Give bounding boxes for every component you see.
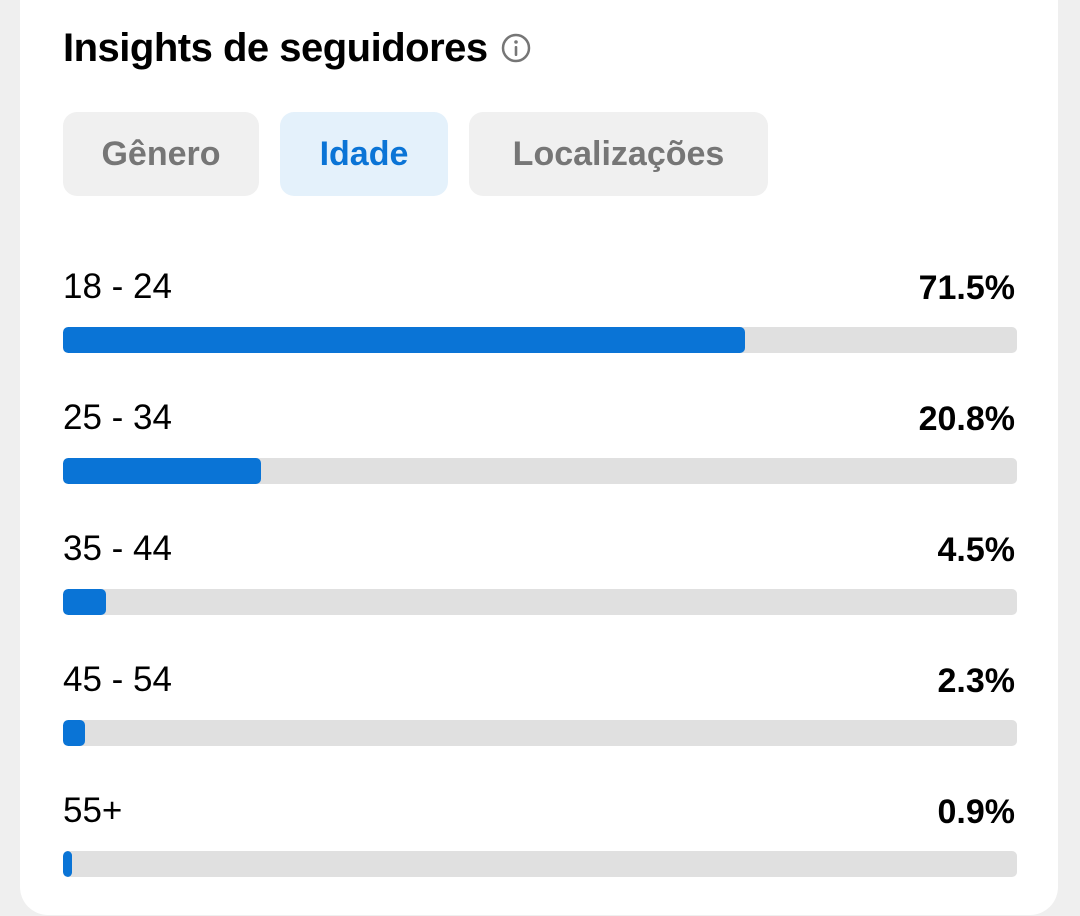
- insights-tabs: Gênero Idade Localizações: [63, 112, 768, 196]
- age-percentage: 2.3%: [937, 662, 1016, 700]
- progress-fill: [63, 851, 72, 877]
- age-row: 25 - 34 20.8%: [63, 386, 1017, 517]
- progress-fill: [63, 458, 262, 484]
- progress-track: [63, 327, 1017, 353]
- age-row: 55+ 0.9%: [63, 779, 1017, 910]
- age-range-label: 35 - 44: [63, 529, 172, 568]
- progress-fill: [63, 589, 106, 615]
- progress-fill: [63, 327, 746, 353]
- age-percentage: 71.5%: [918, 269, 1015, 307]
- progress-fill: [63, 720, 85, 746]
- tab-idade[interactable]: Idade: [280, 112, 448, 196]
- age-distribution-list: 18 - 24 71.5% 25 - 34 20.8% 35 - 44 4.5%…: [63, 255, 1017, 910]
- card-title: Insights de seguidores: [63, 25, 488, 70]
- age-row: 35 - 44 4.5%: [63, 517, 1017, 648]
- age-percentage: 20.8%: [918, 400, 1015, 438]
- age-percentage: 0.9%: [937, 793, 1016, 831]
- age-range-label: 25 - 34: [63, 398, 172, 437]
- age-row: 45 - 54 2.3%: [63, 648, 1017, 779]
- progress-track: [63, 720, 1017, 746]
- progress-track: [63, 458, 1017, 484]
- tab-genero[interactable]: Gênero: [63, 112, 259, 196]
- info-icon[interactable]: [500, 32, 532, 64]
- age-range-label: 45 - 54: [63, 660, 172, 699]
- age-range-label: 55+: [63, 791, 123, 830]
- progress-track: [63, 851, 1017, 877]
- age-range-label: 18 - 24: [63, 267, 172, 306]
- card-header: Insights de seguidores: [63, 20, 532, 76]
- progress-track: [63, 589, 1017, 615]
- tab-localizacoes[interactable]: Localizações: [469, 112, 768, 196]
- age-percentage: 4.5%: [937, 531, 1016, 569]
- age-row: 18 - 24 71.5%: [63, 255, 1017, 386]
